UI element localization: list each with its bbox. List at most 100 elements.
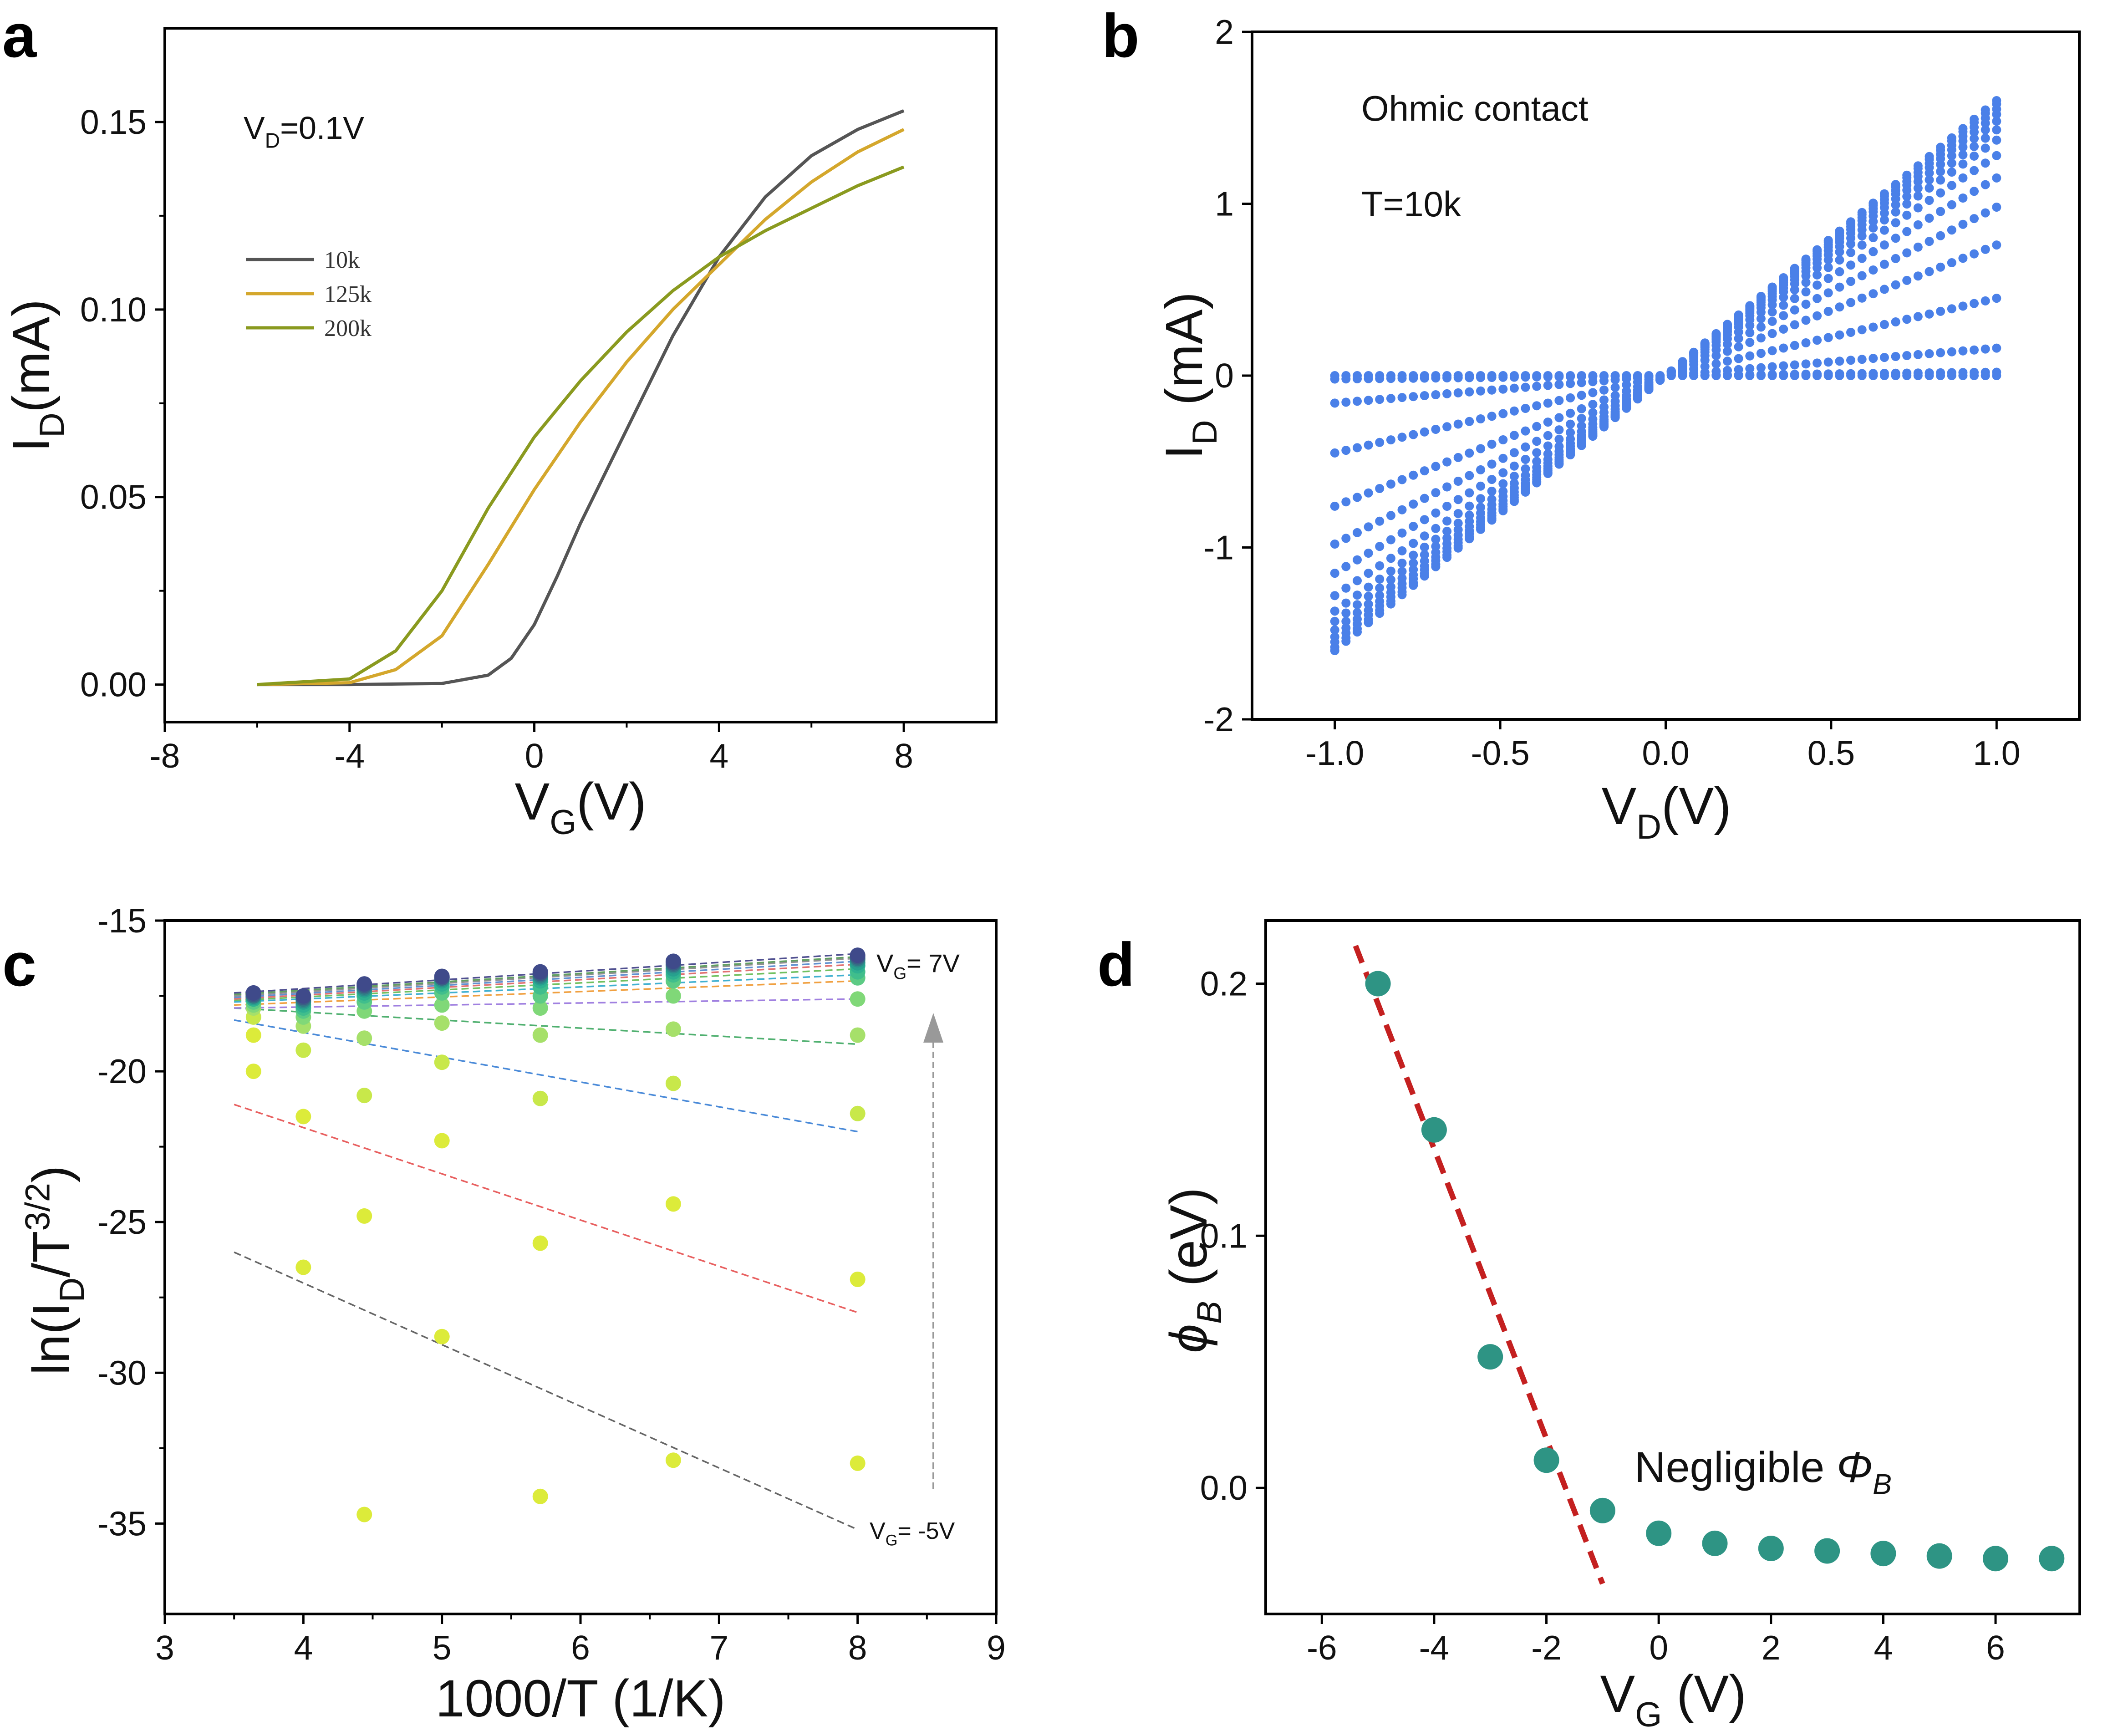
x-axis-label-main: V (1602, 777, 1637, 835)
data-point (1666, 366, 1676, 376)
data-point (1465, 448, 1474, 458)
data-point (1981, 244, 1990, 254)
data-point (1723, 320, 1732, 329)
data-point (1364, 440, 1373, 450)
panel-b: b -1.0 -0.5 0.0 0.5 1.0 -2 -1 0 1 2 Ohmic contact T=… (1102, 1, 2081, 846)
data-point (1532, 478, 1542, 488)
data-point (1533, 1447, 1559, 1473)
x-tick-label: 6 (571, 1629, 590, 1667)
data-point (1622, 403, 1631, 413)
data-point (1453, 509, 1463, 518)
data-point (1734, 365, 1743, 374)
data-point (1622, 380, 1631, 390)
data-point (1992, 240, 2001, 250)
data-point (1577, 391, 1586, 400)
data-point (1970, 166, 1979, 175)
data-point (1476, 373, 1485, 382)
data-point (1532, 401, 1542, 411)
data-point--2V (665, 1021, 681, 1037)
data-point (1476, 481, 1485, 491)
data-point (1487, 373, 1497, 382)
data-point--5V (850, 1455, 866, 1471)
data-point (1801, 278, 1811, 287)
data-point (1823, 263, 1833, 272)
data-point (1487, 475, 1497, 484)
y-tick-label: 0 (1215, 356, 1234, 395)
data-point (1869, 322, 1878, 332)
data-point (1341, 497, 1351, 507)
data-point--5V (665, 1452, 681, 1468)
label-vg-top-subscript: G (893, 964, 906, 983)
data-point (1341, 562, 1351, 571)
x-tick-label: 8 (848, 1629, 867, 1667)
data-point (1947, 225, 1956, 235)
data-point (1453, 388, 1463, 397)
data-point (1476, 494, 1485, 504)
data-point (1566, 428, 1575, 438)
data-point (1353, 627, 1362, 637)
x-axis-label-subscript: G (1635, 1695, 1662, 1734)
data-point (1902, 199, 1912, 209)
x-axis-label-main: V (1600, 1665, 1635, 1723)
data-point (1958, 346, 1968, 356)
data-point (1465, 501, 1474, 511)
data-point (1341, 608, 1351, 618)
data-point (1846, 328, 1855, 337)
y-axis-label-tail: ) (22, 1166, 81, 1183)
data-point (1981, 143, 1990, 153)
data-point (1330, 625, 1339, 635)
data-point (1577, 441, 1586, 450)
data-point (1610, 382, 1620, 392)
data-point (1330, 398, 1339, 408)
data-point (1498, 468, 1508, 478)
annotation-vd-main: V (244, 110, 265, 146)
data-point (1891, 218, 1900, 228)
data-point (1835, 226, 1844, 236)
data-point (1442, 422, 1452, 432)
data-point (1509, 372, 1519, 382)
data-point (1375, 484, 1385, 493)
y-axis-label-tail: (mA) (2, 299, 61, 412)
data-point-7V (850, 947, 866, 963)
data-point (1554, 434, 1564, 444)
data-point (1397, 374, 1407, 383)
annotation-0: Ohmic contact (1361, 88, 1589, 128)
data-point (1509, 431, 1519, 440)
data-point (1420, 531, 1429, 541)
data-point (1431, 524, 1441, 533)
x-tick-label: 1.0 (1973, 734, 2020, 772)
data-point (1913, 368, 1923, 378)
x-axis-label-subscript: D (1636, 808, 1661, 846)
data-point (1610, 413, 1620, 423)
label-vg-top: VG= 7V (876, 949, 960, 983)
data-point (1487, 385, 1497, 395)
annotation-negligible-main: Negligible (1634, 1443, 1837, 1492)
y-tick-label: -30 (97, 1354, 147, 1392)
data-point (1599, 376, 1609, 386)
data-point (1420, 571, 1429, 581)
data-point (1442, 389, 1452, 398)
data-point (1364, 569, 1373, 578)
annotation-1: T=10k (1361, 184, 1461, 224)
data-point (1577, 378, 1586, 387)
data-point (1902, 210, 1912, 220)
data-point (1983, 1546, 2008, 1572)
data-point (1745, 338, 1755, 347)
data-point (1981, 158, 1990, 168)
data-point (1970, 114, 1979, 124)
x-tick-label: 8 (894, 737, 913, 775)
data-point (1375, 609, 1385, 618)
data-point (1902, 227, 1912, 236)
data-point (1353, 397, 1362, 406)
data-point (1364, 591, 1373, 601)
data-point (1498, 409, 1508, 418)
data-point (1779, 300, 1788, 310)
data-point (1745, 351, 1755, 361)
data-point (1330, 540, 1339, 549)
data-point (1431, 488, 1441, 498)
label-vg-bottom-subscript: G (886, 1532, 898, 1549)
data-point (1835, 267, 1844, 276)
data-point (1992, 135, 2001, 145)
data-point (1487, 486, 1497, 496)
data-point (1823, 288, 1833, 298)
